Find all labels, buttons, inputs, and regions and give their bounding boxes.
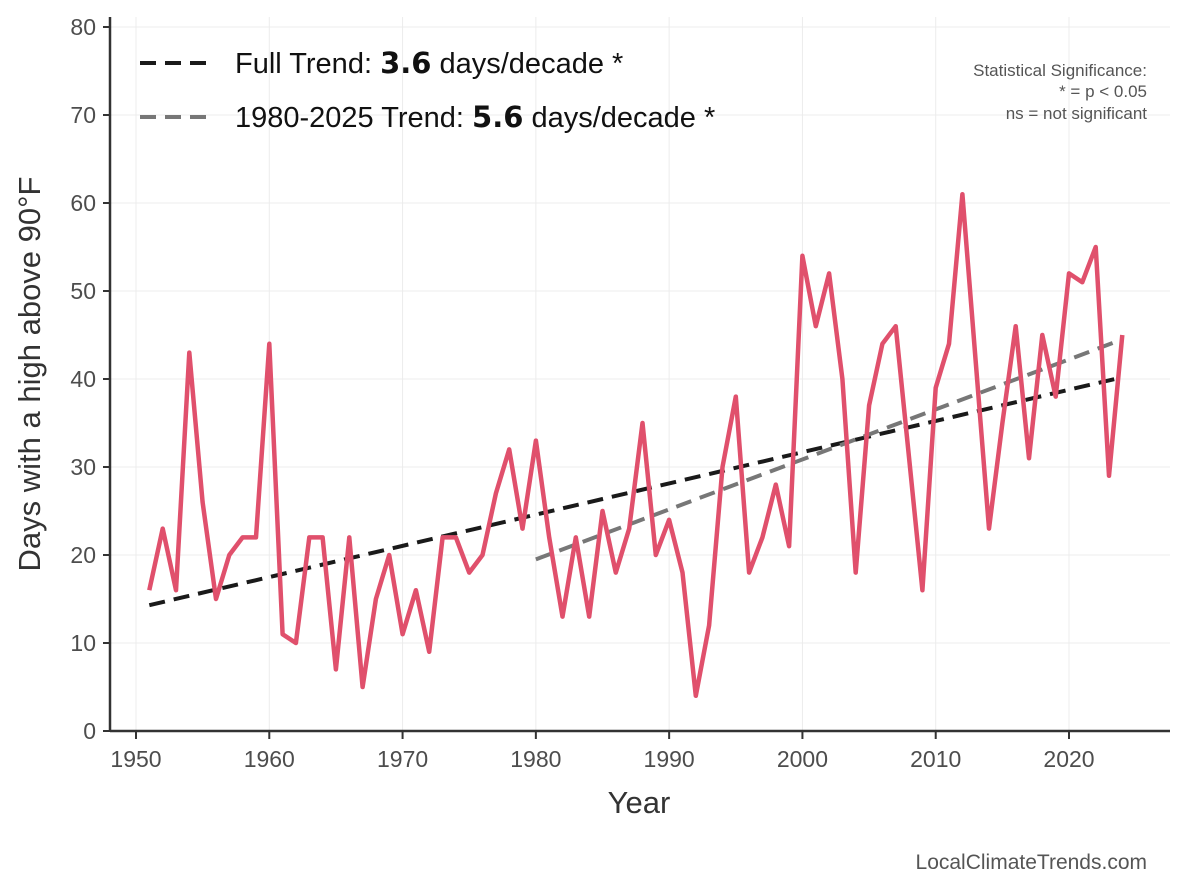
tick-label-x-1990: 1990 [644,746,695,772]
source-credit: LocalClimateTrends.com [916,851,1147,874]
tick-label-y-30: 30 [70,454,96,480]
tick-label-x-2000: 2000 [777,746,828,772]
significance-ns: ns = not significant [1006,104,1148,123]
tick-label-x-1960: 1960 [244,746,295,772]
legend: Full Trend: 3.6 days/decade * 1980-2025 T… [140,46,715,134]
tick-label-y-70: 70 [70,102,96,128]
tick-label-y-10: 10 [70,630,96,656]
tick-label-x-2020: 2020 [1043,746,1094,772]
y-axis-title: Days with a high above 90°F [12,177,47,572]
ticks: 0 10 20 30 40 50 60 70 80 1950 1960 1970 1980 1990 200… [70,14,1094,772]
significance-title: Statistical Significance: [973,61,1147,80]
x-axis-title: Year [608,785,671,820]
series-line-days-above-90 [147,191,1125,699]
trend-line-0 [148,375,1123,608]
trend-lines [148,337,1124,608]
significance-p: * = p < 0.05 [1059,82,1147,101]
tick-label-y-50: 50 [70,278,96,304]
tick-label-x-2010: 2010 [910,746,961,772]
legend-label-1: 1980-2025 Trend: 5.6 days/decade * [235,100,715,134]
legend-label-0: Full Trend: 3.6 days/decade * [235,46,623,80]
trend-line-1 [535,337,1124,562]
tick-label-y-20: 20 [70,542,96,568]
tick-label-x-1970: 1970 [377,746,428,772]
tick-label-x-1980: 1980 [510,746,561,772]
grid [110,17,1170,732]
tick-label-y-60: 60 [70,190,96,216]
tick-label-y-0: 0 [83,718,96,744]
tick-label-y-80: 80 [70,14,96,40]
tick-label-y-40: 40 [70,366,96,392]
tick-label-x-1950: 1950 [110,746,161,772]
